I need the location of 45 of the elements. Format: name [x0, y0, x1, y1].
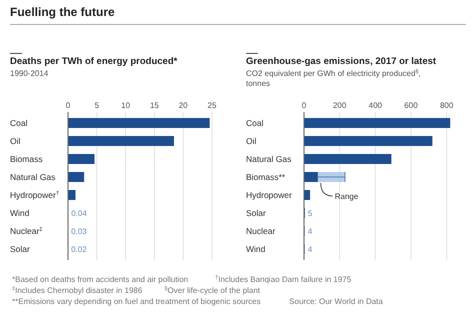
- y-tick-label: Nuclear: [246, 226, 276, 236]
- y-tick-label: Solar: [246, 208, 266, 218]
- y-tick-label: Biomass**: [246, 172, 286, 182]
- x-tick-label: 600: [404, 101, 418, 110]
- y-tick-label: Natural Gas: [246, 154, 292, 164]
- x-tick-label: 0: [302, 101, 307, 110]
- data-label: 0.02: [71, 245, 88, 254]
- y-tick-label: Hydropower: [246, 190, 292, 200]
- data-label: 0.03: [71, 227, 88, 236]
- chart-subtitle: 1990-2014: [10, 69, 49, 78]
- x-tick-label: 20: [178, 101, 188, 110]
- x-tick-label: 400: [368, 101, 383, 110]
- x-tick-label: 25: [208, 101, 217, 110]
- text: **Emissions vary depending on fuel and treatment of biogenic sources: [12, 297, 261, 306]
- data-label: 5: [308, 209, 313, 218]
- text: $^{†}$Includes Banqiao Dam failure in 1975: [215, 274, 352, 284]
- x-tick-label: 5: [94, 101, 100, 110]
- y-tick-label: Oil: [10, 136, 20, 146]
- y-tick-label: Natural Gas: [10, 172, 56, 182]
- y-tick-label: Coal: [246, 118, 264, 128]
- x-tick-label: 15: [150, 101, 160, 110]
- annotation: Range: [334, 192, 359, 201]
- text: *Based on deaths from accidents and air pollution: [12, 275, 188, 284]
- data-label: 4: [308, 245, 313, 254]
- source-note: Source: Our World in Data: [289, 297, 384, 306]
- text: $^{§}$Over life-cycle of the plant: [164, 285, 261, 295]
- text: CO2 equivalent per GWh of electricity produced$^{§}$, tonnes: [246, 69, 421, 88]
- y-tick-label: Hydropower$^{†}$: [10, 190, 60, 200]
- y-tick-label: Solar: [10, 244, 30, 254]
- x-tick-label: 200: [332, 101, 347, 110]
- y-tick-label: Wind: [10, 208, 30, 218]
- text: Fuelling the future: [10, 5, 115, 19]
- data-label: 0.04: [71, 209, 88, 218]
- chart-title: Deaths per TWh of energy produced*: [10, 56, 178, 67]
- x-tick-label: 0: [66, 101, 71, 110]
- y-tick-label: Nuclear$^{‡}$: [10, 226, 43, 236]
- y-tick-label: Coal: [10, 118, 28, 128]
- chart-title: Greenhouse-gas emissions, 2017 or latest: [246, 56, 437, 67]
- y-tick-label: Oil: [246, 136, 256, 146]
- x-tick-label: 10: [121, 101, 131, 110]
- data-label: 4: [308, 227, 313, 236]
- x-tick-label: 800: [440, 101, 454, 110]
- text: $^{‡}$Includes Chernobyl disaster in 1986: [12, 285, 143, 295]
- y-tick-label: Biomass: [10, 154, 43, 164]
- y-tick-label: Wind: [246, 244, 266, 254]
